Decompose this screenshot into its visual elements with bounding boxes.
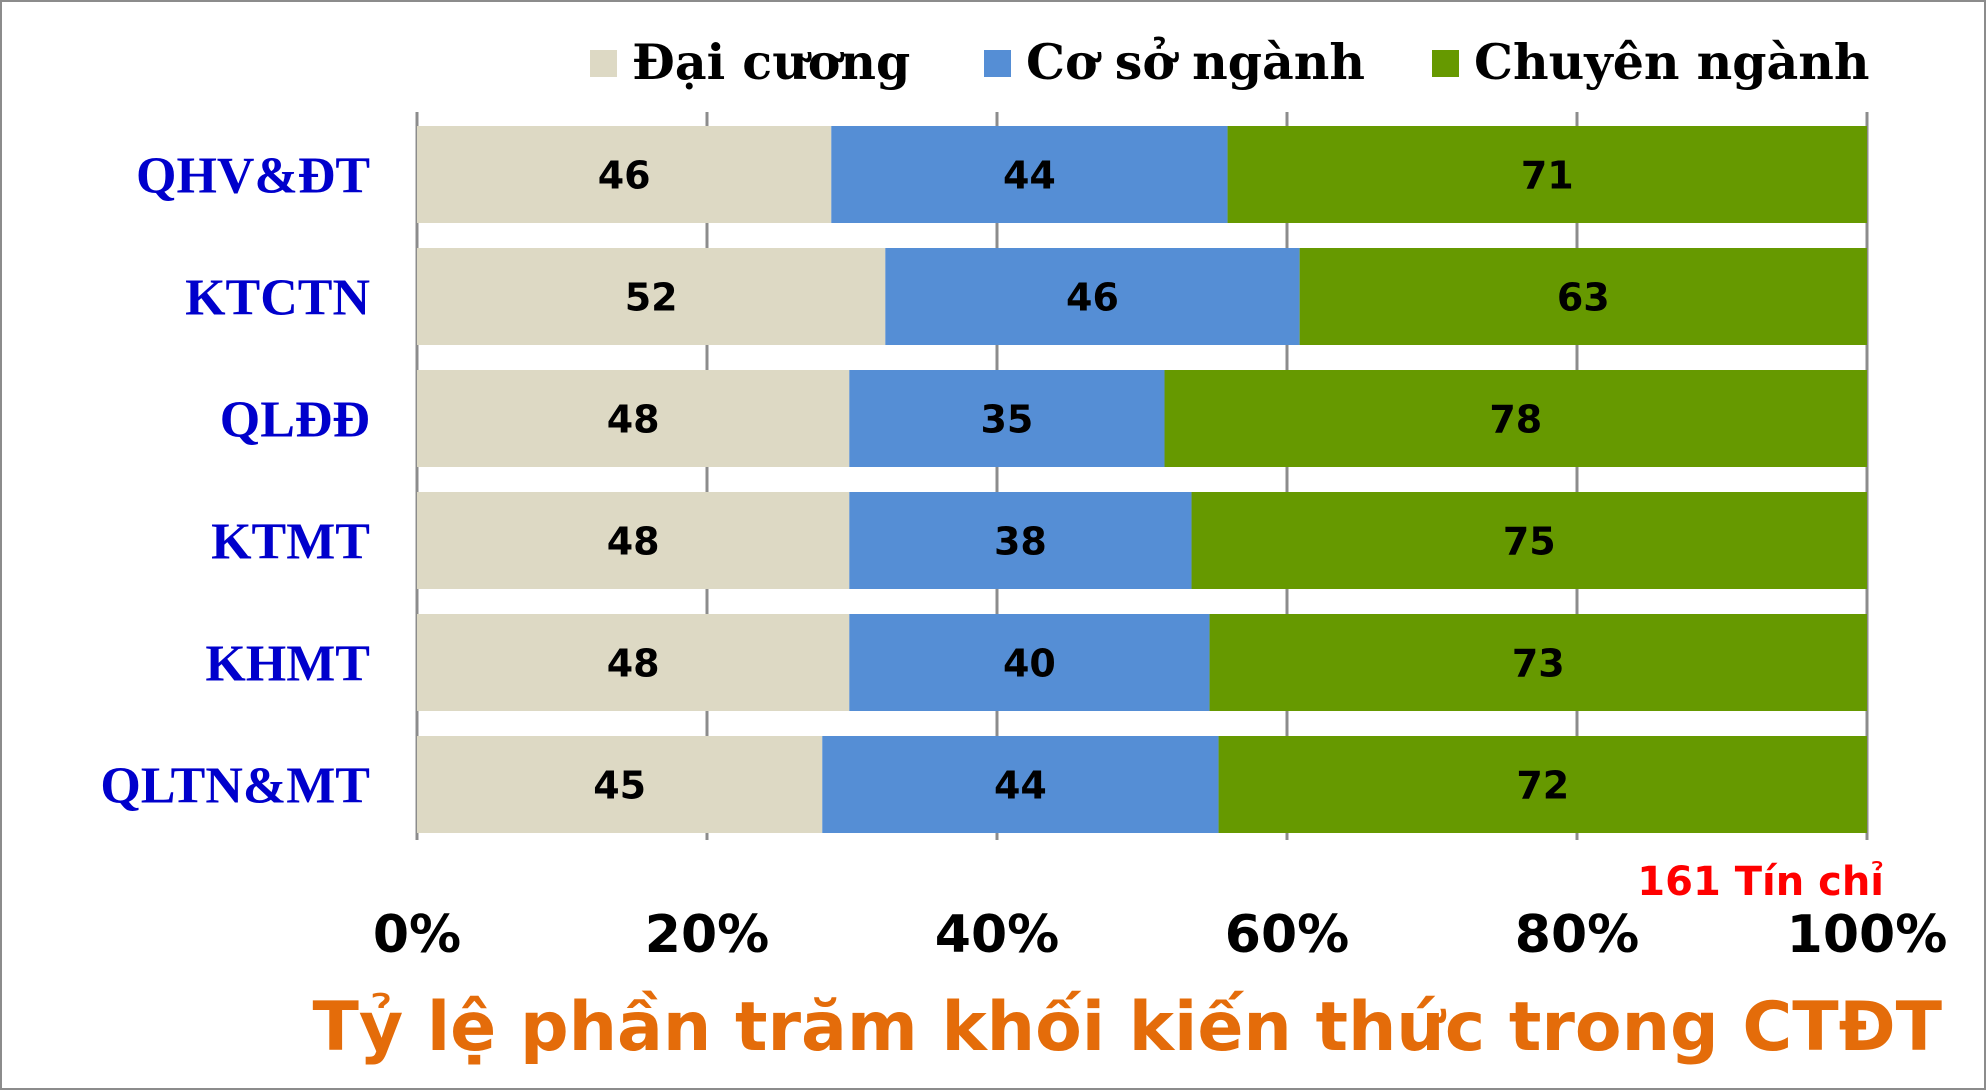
legend-swatch <box>590 50 617 77</box>
bar-segment <box>417 248 886 345</box>
data-label: 48 <box>607 642 660 686</box>
bar-segment <box>1218 736 1867 833</box>
legend-label: Đại cương <box>632 33 910 91</box>
grid-lines <box>415 112 1869 840</box>
bar-segment <box>1209 614 1867 711</box>
data-label: 75 <box>1503 520 1556 564</box>
category-label: KTCTN <box>185 270 370 327</box>
category-label: KHMT <box>205 636 370 693</box>
bar-segment <box>1191 492 1867 589</box>
category-label: QLĐĐ <box>220 392 370 449</box>
data-label: 46 <box>1066 276 1119 320</box>
x-tick-label: 20% <box>645 905 769 965</box>
category-label: QHV&ĐT <box>136 148 370 205</box>
bar-segment <box>885 248 1300 345</box>
legend: Đại cương Cơ sở ngành Chuyên ngành <box>590 33 1869 91</box>
x-tick-label: 100% <box>1787 905 1948 965</box>
bar-segment <box>849 370 1165 467</box>
data-label: 78 <box>1489 398 1542 442</box>
credit-note: 161 Tín chỉ <box>1637 859 1884 905</box>
data-label: 63 <box>1557 276 1610 320</box>
bar-segment <box>417 126 832 223</box>
bar-segment <box>1299 248 1867 345</box>
data-label: 48 <box>607 520 660 564</box>
data-label: 44 <box>1003 154 1056 198</box>
data-labels: 46 44 71 52 46 63 48 35 78 48 38 75 48 40 73 45 44 72 <box>593 154 1610 808</box>
bar-segment <box>822 736 1219 833</box>
bar-segment <box>1227 126 1867 223</box>
data-label: 52 <box>625 276 678 320</box>
bars <box>417 126 1867 833</box>
data-label: 48 <box>607 398 660 442</box>
category-label: KTMT <box>211 514 370 571</box>
data-label: 71 <box>1521 154 1574 198</box>
category-label: QLTN&MT <box>100 758 370 815</box>
data-label: 35 <box>980 398 1033 442</box>
bar-segment <box>849 492 1192 589</box>
legend-swatch <box>1432 50 1459 77</box>
data-label: 38 <box>994 520 1047 564</box>
legend-swatch <box>984 50 1011 77</box>
x-tick-label: 80% <box>1515 905 1639 965</box>
data-label: 40 <box>1003 642 1056 686</box>
bar-segment <box>417 614 850 711</box>
legend-label: Cơ sở ngành <box>1026 33 1365 91</box>
data-label: 73 <box>1512 642 1565 686</box>
bar-segment <box>417 492 850 589</box>
bar-segment <box>417 736 823 833</box>
x-axis-ticks: 0% 20% 40% 60% 80% 100% <box>373 905 1947 965</box>
bar-segment <box>1164 370 1867 467</box>
bar-segment <box>849 614 1210 711</box>
data-label: 44 <box>994 764 1047 808</box>
x-tick-label: 60% <box>1225 905 1349 965</box>
data-label: 46 <box>598 154 651 198</box>
data-label: 45 <box>593 764 646 808</box>
x-tick-label: 40% <box>935 905 1059 965</box>
x-tick-label: 0% <box>373 905 461 965</box>
data-label: 72 <box>1516 764 1569 808</box>
chart-title: Tỷ lệ phần trăm khối kiến thức trong CTĐ… <box>312 988 1942 1067</box>
legend-label: Chuyên ngành <box>1474 33 1869 91</box>
category-labels: QHV&ĐT KTCTN QLĐĐ KTMT KHMT QLTN&MT <box>100 148 370 815</box>
bar-segment <box>417 370 850 467</box>
bar-segment <box>831 126 1228 223</box>
